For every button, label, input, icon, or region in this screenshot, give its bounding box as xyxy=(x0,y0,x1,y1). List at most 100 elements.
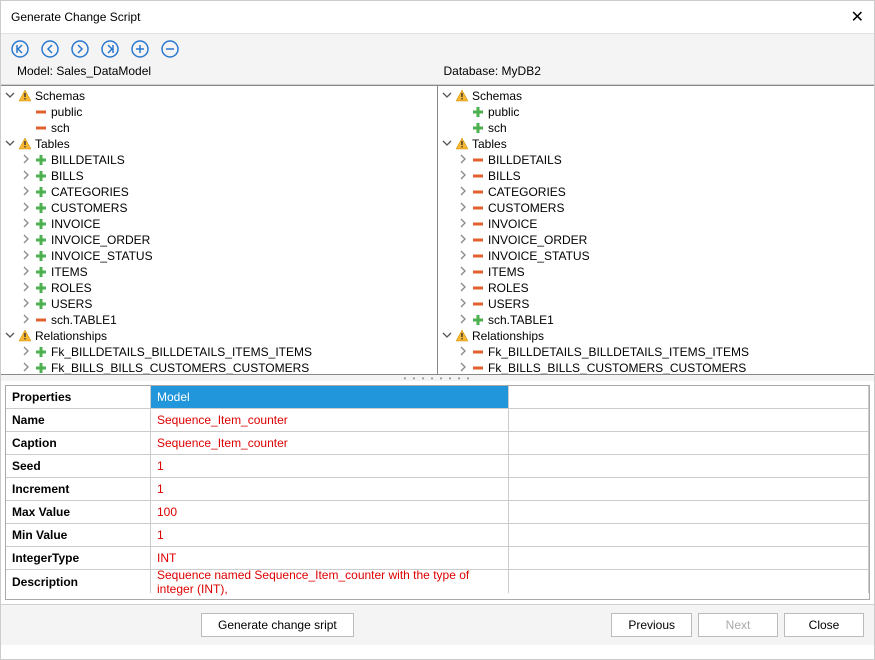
property-model-value[interactable]: INT xyxy=(151,547,509,569)
tree-item[interactable]: sch.TABLE1 xyxy=(1,312,437,328)
tree-item[interactable]: CUSTOMERS xyxy=(438,200,874,216)
expand-icon[interactable] xyxy=(19,202,33,214)
property-row[interactable]: Increment1 xyxy=(6,478,869,501)
header-database xyxy=(509,386,869,408)
tree-item[interactable]: ITEMS xyxy=(438,264,874,280)
expand-icon[interactable] xyxy=(456,314,470,326)
property-row[interactable]: Max Value100 xyxy=(6,501,869,524)
expand-icon[interactable] xyxy=(19,298,33,310)
expand-icon[interactable] xyxy=(456,218,470,230)
expand-icon[interactable] xyxy=(456,202,470,214)
tree-item[interactable]: Fk_BILLDETAILS_BILLDETAILS_ITEMS_ITEMS xyxy=(1,344,437,360)
tree-item[interactable]: CATEGORIES xyxy=(1,184,437,200)
tree-item[interactable]: INVOICE xyxy=(1,216,437,232)
tree-item[interactable]: BILLS xyxy=(1,168,437,184)
tree-item[interactable]: Tables xyxy=(1,136,437,152)
expand-icon[interactable] xyxy=(3,90,17,103)
expand-icon[interactable] xyxy=(19,346,33,358)
remove-button[interactable] xyxy=(161,40,179,58)
tree-item[interactable]: Schemas xyxy=(438,88,874,104)
expand-icon[interactable] xyxy=(19,362,33,374)
expand-icon[interactable] xyxy=(440,138,454,151)
property-row[interactable]: DescriptionSequence named Sequence_Item_… xyxy=(6,570,869,593)
property-row[interactable]: NameSequence_Item_counter xyxy=(6,409,869,432)
expand-icon[interactable] xyxy=(3,138,17,151)
tree-item[interactable]: sch xyxy=(1,120,437,136)
expand-icon[interactable] xyxy=(456,266,470,278)
expand-icon[interactable] xyxy=(19,154,33,166)
tree-item[interactable]: CUSTOMERS xyxy=(1,200,437,216)
tree-item[interactable]: Relationships xyxy=(438,328,874,344)
property-model-value[interactable]: 1 xyxy=(151,478,509,500)
expand-icon[interactable] xyxy=(19,250,33,262)
tree-item[interactable]: BILLDETAILS xyxy=(438,152,874,168)
expand-icon[interactable] xyxy=(19,186,33,198)
tree-item[interactable]: sch.TABLE1 xyxy=(438,312,874,328)
tree-item[interactable]: Fk_BILLDETAILS_BILLDETAILS_ITEMS_ITEMS xyxy=(438,344,874,360)
expand-icon[interactable] xyxy=(19,266,33,278)
property-row[interactable]: CaptionSequence_Item_counter xyxy=(6,432,869,455)
property-model-value[interactable]: Sequence_Item_counter xyxy=(151,409,509,431)
property-model-value[interactable]: 1 xyxy=(151,524,509,546)
expand-icon[interactable] xyxy=(456,186,470,198)
expand-icon[interactable] xyxy=(19,218,33,230)
tree-item[interactable]: INVOICE_ORDER xyxy=(438,232,874,248)
expand-icon[interactable] xyxy=(3,330,17,343)
tree-item[interactable]: public xyxy=(438,104,874,120)
tree-item[interactable]: USERS xyxy=(1,296,437,312)
expand-icon[interactable] xyxy=(456,154,470,166)
property-model-value[interactable]: Sequence_Item_counter xyxy=(151,432,509,454)
tree-item[interactable]: INVOICE_STATUS xyxy=(1,248,437,264)
tree-item[interactable]: ROLES xyxy=(1,280,437,296)
expand-icon[interactable] xyxy=(456,362,470,374)
expand-icon[interactable] xyxy=(456,170,470,182)
tree-item[interactable]: Fk_BILLS_BILLS_CUSTOMERS_CUSTOMERS xyxy=(438,360,874,374)
expand-icon[interactable] xyxy=(456,298,470,310)
close-button[interactable]: Close xyxy=(784,613,864,637)
tree-item[interactable]: INVOICE xyxy=(438,216,874,232)
tree-item[interactable]: BILLS xyxy=(438,168,874,184)
expand-icon[interactable] xyxy=(456,346,470,358)
property-name: Increment xyxy=(6,478,151,500)
close-icon[interactable]: ✕ xyxy=(851,7,864,27)
expand-icon[interactable] xyxy=(440,90,454,103)
previous-button[interactable]: Previous xyxy=(611,613,692,637)
next-button[interactable] xyxy=(71,40,89,58)
tree-item[interactable]: public xyxy=(1,104,437,120)
next-button[interactable]: Next xyxy=(698,613,778,637)
property-model-value[interactable]: 100 xyxy=(151,501,509,523)
add-button[interactable] xyxy=(131,40,149,58)
tree-item[interactable]: ROLES xyxy=(438,280,874,296)
property-model-value[interactable]: 1 xyxy=(151,455,509,477)
tree-item[interactable]: sch xyxy=(438,120,874,136)
expand-icon[interactable] xyxy=(456,282,470,294)
tree-item[interactable]: Relationships xyxy=(1,328,437,344)
tree-item[interactable]: INVOICE_ORDER xyxy=(1,232,437,248)
property-row[interactable]: Min Value1 xyxy=(6,524,869,547)
expand-icon[interactable] xyxy=(19,170,33,182)
tree-item[interactable]: INVOICE_STATUS xyxy=(438,248,874,264)
property-row[interactable]: Seed1 xyxy=(6,455,869,478)
expand-icon[interactable] xyxy=(456,250,470,262)
expand-icon[interactable] xyxy=(19,314,33,326)
tree-item[interactable]: CATEGORIES xyxy=(438,184,874,200)
first-button[interactable] xyxy=(11,40,29,58)
model-tree[interactable]: SchemaspublicschTablesBILLDETAILSBILLSCA… xyxy=(1,86,438,374)
expand-icon[interactable] xyxy=(456,234,470,246)
header-model[interactable]: Model xyxy=(151,386,509,408)
database-tree[interactable]: SchemaspublicschTablesBILLDETAILSBILLSCA… xyxy=(438,86,874,374)
tree-item[interactable]: BILLDETAILS xyxy=(1,152,437,168)
tree-item[interactable]: USERS xyxy=(438,296,874,312)
prev-button[interactable] xyxy=(41,40,59,58)
splitter[interactable]: • • • • • • • • xyxy=(1,375,874,381)
tree-item[interactable]: Tables xyxy=(438,136,874,152)
generate-script-button[interactable]: Generate change sript xyxy=(201,613,354,637)
expand-icon[interactable] xyxy=(19,234,33,246)
last-button[interactable] xyxy=(101,40,119,58)
property-model-value[interactable]: Sequence named Sequence_Item_counter wit… xyxy=(151,570,509,593)
expand-icon[interactable] xyxy=(440,330,454,343)
tree-item[interactable]: Fk_BILLS_BILLS_CUSTOMERS_CUSTOMERS xyxy=(1,360,437,374)
tree-item[interactable]: Schemas xyxy=(1,88,437,104)
expand-icon[interactable] xyxy=(19,282,33,294)
tree-item[interactable]: ITEMS xyxy=(1,264,437,280)
